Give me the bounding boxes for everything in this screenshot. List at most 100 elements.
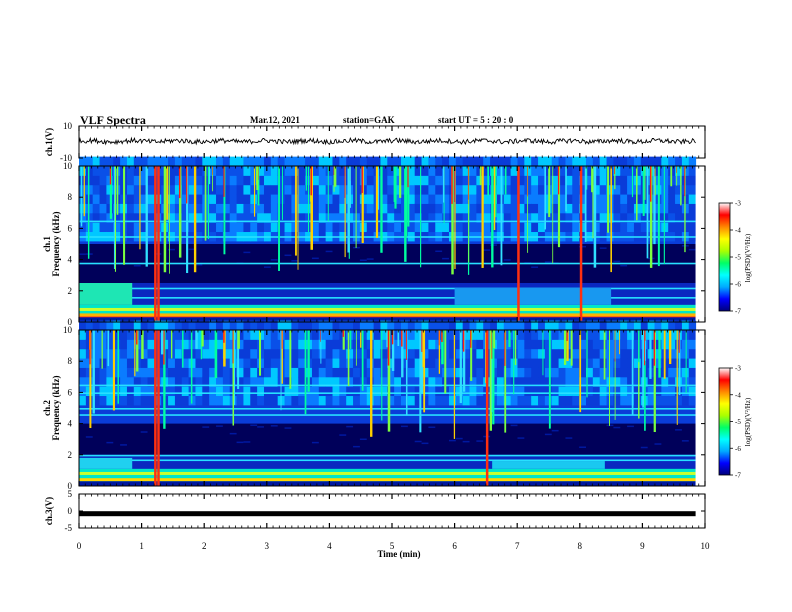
spec-streak-core [557, 166, 560, 195]
spec-cell [147, 367, 155, 378]
spec-cell [599, 358, 608, 368]
spec-cell [414, 222, 423, 233]
spec-cell [428, 156, 436, 167]
spec-cell [346, 367, 354, 378]
y-tick-label: -5 [65, 523, 73, 533]
spec-cell [401, 425, 408, 428]
spec-cell [202, 358, 210, 368]
spec-cell [195, 166, 203, 176]
spec-cell [79, 194, 87, 204]
spec-cell [147, 194, 155, 204]
spec-cell [647, 156, 656, 167]
spec-cell [620, 203, 628, 214]
spec-streak-core [614, 330, 616, 362]
spec-streak [391, 330, 395, 371]
spec-streak [169, 166, 170, 274]
spec-cell [613, 156, 621, 167]
spec-cell [236, 194, 244, 204]
spec-cell [688, 212, 697, 223]
spec-streak-core [407, 166, 409, 188]
spec-streak [253, 166, 256, 217]
spec-cell [181, 376, 190, 387]
spec-cell [133, 386, 142, 397]
spec-cell [640, 212, 649, 223]
spec-cell [133, 203, 142, 214]
spec-spike [579, 166, 583, 322]
spec-streak [214, 330, 218, 379]
spec-streak [141, 330, 144, 359]
spec-cell [613, 367, 621, 378]
spec-streak [644, 330, 646, 431]
spec-cell [681, 330, 690, 340]
spec-blank [695, 330, 705, 486]
spec-spike [154, 166, 157, 322]
spec-cell [298, 203, 306, 214]
spec-cell [551, 330, 560, 340]
spec-cell [174, 156, 183, 167]
spec-cell [79, 367, 87, 378]
y-tick-label: 10 [63, 161, 73, 171]
spec-cell [442, 203, 450, 214]
spec-cell [387, 386, 395, 397]
spec-cell [490, 222, 498, 233]
spec-cell [366, 156, 375, 167]
spec-cell [298, 348, 306, 359]
spec-cell [99, 203, 107, 214]
spec-cell [181, 320, 190, 331]
spec-cell [106, 222, 114, 233]
spec-streak [680, 166, 682, 206]
spec-cell [633, 156, 642, 167]
spec-cell [620, 395, 628, 406]
spec-cell [387, 194, 395, 204]
spec-cell [202, 320, 210, 331]
spec-cell [216, 386, 224, 397]
spec-cell [428, 426, 436, 429]
spec-cell [120, 348, 128, 359]
spec-cell [592, 386, 601, 397]
spec-cell [325, 339, 333, 350]
spec-cell [236, 222, 244, 233]
spec-cell [195, 264, 203, 266]
spec-cell [442, 156, 450, 167]
spec-streak [481, 166, 484, 268]
spec-cell [544, 376, 553, 387]
spec-cell [284, 184, 292, 195]
spec-cell [572, 367, 580, 378]
spec-cell [79, 330, 87, 340]
spec-streak [513, 330, 515, 395]
spec-cell [126, 222, 135, 233]
spec-cell [325, 367, 333, 378]
spec-cell [133, 156, 142, 167]
spec-cell [469, 166, 477, 176]
spec-cell [510, 386, 518, 397]
spec-streak [586, 330, 588, 398]
spec-cell [476, 358, 484, 368]
spec-cell [222, 222, 231, 233]
spec-cell [263, 386, 272, 397]
spec-cell [174, 222, 183, 233]
spec-cell [627, 358, 635, 368]
spec-cell [503, 348, 512, 359]
colorbar-tick-label: -3 [735, 200, 741, 208]
spec-cell [490, 194, 498, 204]
spec-cell [599, 203, 608, 214]
spec-streak-core [401, 330, 403, 347]
spec-cell [531, 358, 539, 368]
spec-cell [640, 446, 648, 449]
spec-cell [551, 320, 560, 331]
spec-cell [572, 348, 580, 359]
spec-cell [455, 386, 464, 397]
spec-streak-core [653, 330, 655, 366]
spec-cell [640, 156, 649, 167]
spec-cell [106, 348, 114, 359]
spec-cell [592, 395, 601, 406]
spec-cell [209, 395, 217, 406]
spec-cell [476, 330, 484, 340]
spec-cell [592, 358, 601, 368]
spec-cell [222, 386, 231, 397]
spec-streak [139, 166, 141, 250]
spec-cell [291, 367, 299, 378]
spec-cell [633, 358, 642, 368]
spec-streak [381, 330, 383, 421]
spec-cell [462, 386, 471, 397]
